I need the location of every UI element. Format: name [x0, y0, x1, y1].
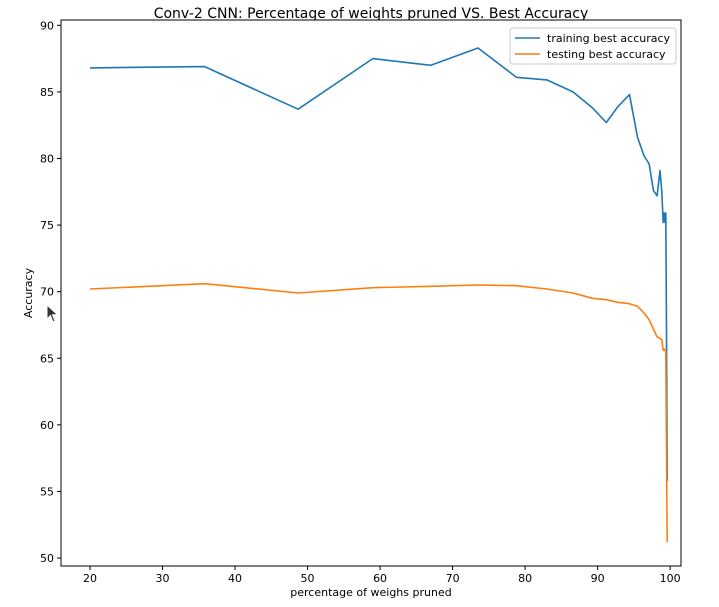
legend-label-testing: testing best accuracy	[547, 48, 666, 61]
y-tick-label: 50	[40, 552, 54, 565]
series-line-testing	[89, 282, 668, 543]
y-tick-label: 85	[40, 86, 54, 99]
plot-frame	[60, 19, 682, 567]
x-axis-label: percentage of weighs pruned	[290, 586, 451, 599]
legend-label-training: training best accuracy	[547, 32, 671, 45]
x-tick-label: 70	[446, 572, 460, 585]
x-tick-label: 20	[83, 572, 97, 585]
y-tick-label: 55	[40, 485, 54, 498]
legend-box	[509, 27, 677, 65]
y-axis-label: Accuracy	[22, 267, 35, 318]
legend: training best accuracy testing best accu…	[509, 27, 677, 65]
y-tick-label: 90	[40, 19, 54, 32]
mouse-pointer-icon	[46, 304, 59, 323]
y-tick-label: 65	[40, 352, 54, 365]
y-tick-label: 70	[40, 286, 54, 299]
x-tick-label: 30	[156, 572, 170, 585]
x-tick-label: 100	[660, 572, 681, 585]
x-tick-label: 60	[373, 572, 387, 585]
y-tick-label: 60	[40, 419, 54, 432]
y-tick-label: 75	[40, 219, 54, 232]
y-tick-label: 80	[40, 152, 54, 165]
series-layer	[89, 47, 669, 543]
x-tick-label: 40	[228, 572, 242, 585]
chart-title: Conv-2 CNN: Percentage of weights pruned…	[154, 6, 589, 22]
x-tick-label: 80	[518, 572, 532, 585]
y-axis-ticks: 50 55 60 65 70 75 80 85 90	[40, 19, 61, 565]
x-axis-ticks: 20 30 40 50 60 70 80 90 100	[83, 566, 681, 585]
plot-area	[61, 20, 681, 566]
series-line-training	[89, 47, 669, 481]
x-tick-label: 90	[591, 572, 605, 585]
x-tick-label: 50	[301, 572, 315, 585]
